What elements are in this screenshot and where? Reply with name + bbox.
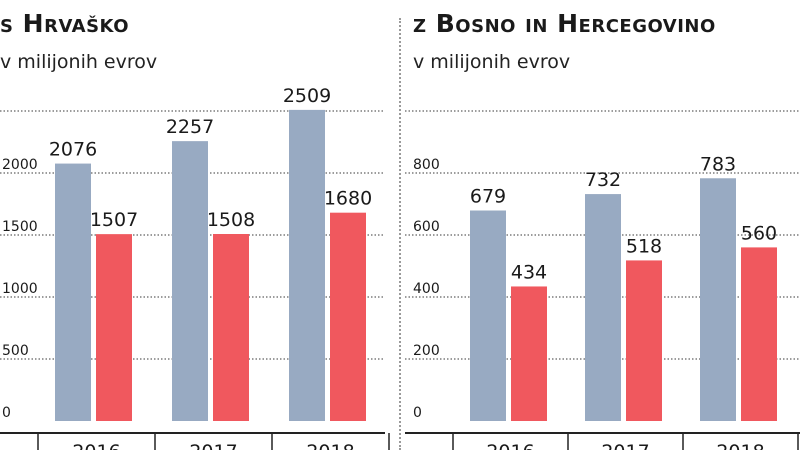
bar-value-label: 783 (700, 153, 736, 175)
chart-title: z Bosno in Hercegovino (413, 9, 716, 38)
bar (172, 141, 208, 421)
bar (470, 210, 506, 421)
bar-value-label: 1507 (90, 209, 138, 231)
bar-value-label: 732 (585, 169, 621, 191)
chart-subtitle: v milijonih evrov (413, 51, 571, 73)
y-tick-label: 500 (2, 343, 29, 359)
bar (289, 109, 325, 421)
chart-panel-bosnia: z Bosno in Hercegovino v milijonih evrov… (405, 0, 800, 450)
panel-divider (399, 18, 401, 450)
y-tick-label: 200 (413, 343, 440, 359)
bar-value-label: 1680 (324, 188, 372, 210)
bar-value-label: 560 (741, 222, 777, 244)
x-tick-label: 2018 (306, 441, 354, 450)
bar (511, 286, 547, 421)
bar (700, 178, 736, 421)
y-tick-label: 600 (413, 219, 440, 235)
bar (213, 234, 249, 421)
bar (330, 212, 366, 421)
x-tick-label: 2018 (716, 441, 764, 450)
bar (96, 234, 132, 421)
bar (626, 260, 662, 421)
y-tick-label: 0 (413, 405, 422, 421)
bar-value-label: 518 (626, 235, 662, 257)
bar (55, 163, 91, 422)
x-tick-label: 2016 (72, 441, 120, 450)
bar-value-label: 2509 (283, 85, 331, 107)
y-tick-label: 1000 (2, 281, 38, 297)
x-tick-label: 2017 (189, 441, 237, 450)
bar-value-label: 1508 (207, 209, 255, 231)
bar-value-label: 434 (511, 261, 547, 283)
y-tick-label: 2000 (2, 157, 38, 173)
bar-chart-croatia: 0 500 1000 1500 2000 2076 1507 2016 2257 1508 2017… (0, 85, 390, 450)
bar (741, 247, 777, 421)
y-tick-label: 0 (2, 405, 11, 421)
x-tick-label: 2016 (486, 441, 534, 450)
chart-title: s Hrvaško (0, 9, 129, 38)
bar-value-label: 2076 (49, 139, 97, 161)
y-tick-label: 800 (413, 157, 440, 173)
bar-chart-bosnia: 0 200 400 600 800 679 434 2016 732 518 2017 783 560 2… (405, 110, 800, 450)
bar-value-label: 679 (470, 186, 506, 208)
bar (585, 194, 621, 421)
y-tick-label: 1500 (2, 219, 38, 235)
chart-subtitle: v milijonih evrov (0, 51, 158, 73)
bar-value-label: 2257 (166, 116, 214, 138)
chart-panel-croatia: s Hrvaško v milijonih evrov 0 500 1000 1500… (0, 0, 395, 450)
y-tick-label: 400 (413, 281, 440, 297)
x-tick-label: 2017 (601, 441, 649, 450)
